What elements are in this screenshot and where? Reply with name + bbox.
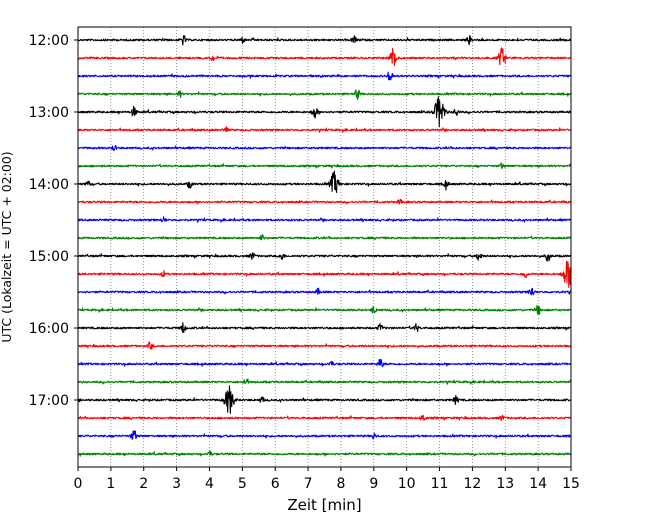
x-tick-label: 12 (463, 476, 481, 492)
x-tick-label: 15 (562, 476, 580, 492)
x-tick-label: 14 (529, 476, 547, 492)
trace-line (77, 341, 572, 350)
y-tick-label: 14:00 (29, 177, 69, 193)
trace-line (77, 216, 572, 223)
x-tick-label: 9 (369, 476, 378, 492)
x-tick-label: 6 (271, 476, 280, 492)
trace-line (77, 414, 572, 422)
traces (77, 34, 572, 457)
trace-line (77, 34, 572, 46)
x-tick-label: 4 (205, 476, 214, 492)
trace-line (77, 234, 572, 241)
y-tick-label: 17:00 (29, 393, 69, 409)
trace-line (77, 287, 572, 296)
y-tick-label: 15:00 (29, 249, 69, 265)
grid-lines (110, 27, 539, 467)
y-tick-label: 12:00 (29, 33, 69, 49)
x-tick-label: 3 (172, 476, 181, 492)
trace-line (77, 385, 572, 414)
y-axis-label: UTC (Lokalzeit = UTC + 02:00) (0, 151, 14, 342)
trace-line (77, 126, 572, 133)
trace-line (77, 304, 572, 315)
trace-line (77, 89, 572, 100)
x-tick-label: 5 (238, 476, 247, 492)
x-tick-label: 2 (139, 476, 148, 492)
y-axis: 12:00 13:00 14:00 15:00 16:00 17:00 (29, 33, 78, 409)
trace-line (77, 430, 572, 440)
x-axis-label: Zeit [min] (287, 496, 361, 514)
trace-line (77, 260, 572, 288)
trace-line (77, 96, 572, 128)
trace-line (77, 252, 572, 262)
x-tick-label: 10 (398, 476, 416, 492)
x-tick-label: 1 (106, 476, 115, 492)
trace-line (77, 71, 572, 81)
trace-line (77, 145, 572, 151)
trace-line (77, 162, 572, 169)
trace-line (77, 378, 572, 385)
trace-line (77, 450, 572, 457)
x-tick-label: 13 (496, 476, 514, 492)
trace-line (77, 170, 572, 193)
plot-frame (77, 26, 572, 468)
x-axis: 0 1 2 3 4 5 6 7 8 9 10 11 12 13 14 15 (74, 467, 580, 492)
trace-line (77, 358, 572, 367)
x-tick-label: 0 (74, 476, 83, 492)
x-tick-label: 8 (336, 476, 345, 492)
trace-line (77, 198, 572, 205)
y-tick-label: 13:00 (29, 105, 69, 121)
x-tick-label: 7 (304, 476, 313, 492)
trace-line (77, 322, 572, 334)
y-tick-label: 16:00 (29, 321, 69, 337)
trace-line (77, 47, 572, 67)
x-tick-label: 11 (431, 476, 449, 492)
